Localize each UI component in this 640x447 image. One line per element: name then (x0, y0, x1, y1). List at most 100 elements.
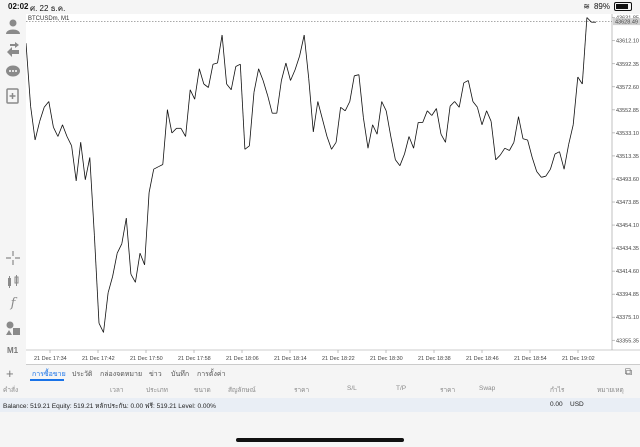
date: ศ. 22 ธ.ค. (30, 4, 66, 13)
trade-icon[interactable] (5, 42, 21, 58)
tab-trade[interactable]: การซื้อขาย (32, 371, 66, 378)
time-tick-label: 21 Dec 17:42 (82, 356, 115, 362)
price-line-segment (125, 218, 132, 275)
account-icon[interactable] (5, 18, 21, 34)
time-tick-label: 21 Dec 18:22 (322, 356, 355, 362)
price-line-segment (541, 175, 546, 178)
chat-icon[interactable] (5, 64, 21, 80)
price-line-segment (139, 253, 145, 265)
price-line-segment (144, 192, 150, 265)
price-line-segment (568, 124, 574, 145)
price-line-segment (53, 127, 59, 137)
price-tick-label: 43533.10 (616, 131, 639, 137)
price-tick-label: 43552.85 (616, 108, 639, 114)
price-line-segment (326, 136, 332, 150)
price-line-segment (427, 110, 433, 116)
time-tick-label: 21 Dec 18:38 (418, 356, 451, 362)
price-line-segment (458, 82, 465, 108)
price-line-segment (390, 136, 396, 160)
status-bar: 02:02 ศ. 22 ธ.ค. ≋ 89% (0, 0, 640, 14)
price-tick-label: 43394.85 (616, 292, 639, 298)
tab-bar: + การซื้อขาย ประวัติ กล่องจดหมาย ข่าว บั… (0, 365, 640, 381)
price-line-segment (171, 128, 177, 134)
crosshair-icon[interactable] (5, 250, 21, 266)
price-line-segment (80, 142, 86, 180)
new-chart-icon[interactable] (5, 88, 21, 104)
timeframe-button[interactable]: M1 (7, 346, 19, 355)
price-line-segment (75, 142, 82, 181)
price-chart[interactable]: BTCUSDm, M1 43631.8543612.1043592.354357… (26, 14, 640, 365)
price-line-segment (449, 101, 455, 107)
wifi-icon: ≋ (583, 2, 590, 11)
price-line-segment (103, 292, 109, 333)
tab-mailbox[interactable]: กล่องจดหมาย (100, 371, 143, 378)
price-line-segment (581, 17, 588, 85)
price-line-segment (545, 168, 551, 177)
current-price-marker (613, 18, 640, 26)
price-line-segment (235, 63, 241, 67)
tab-news[interactable]: ข่าว (149, 371, 162, 378)
price-line-segment (509, 142, 515, 151)
price-line-segment (89, 157, 95, 236)
price-line-segment (167, 109, 173, 134)
price-line-segment (253, 68, 259, 93)
add-icon[interactable]: + (6, 366, 14, 381)
price-line-segment (290, 69, 296, 81)
price-line-segment (454, 101, 460, 108)
price-line-segment (317, 101, 323, 120)
time-tick-label: 21 Dec 17:34 (34, 356, 67, 362)
price-line-segment (522, 138, 528, 141)
price-line-segment (107, 276, 113, 293)
price-line-segment (212, 62, 218, 65)
price-line-segment (189, 89, 196, 100)
price-line-segment (230, 66, 237, 90)
tab-settings[interactable]: การตั้งค่า (197, 371, 226, 378)
symbol-label: BTCUSDm, M1 (28, 16, 70, 22)
toolbox-icon[interactable]: ⧉ (624, 367, 632, 378)
price-line-segment (308, 78, 314, 132)
price-tick-label: 43355.35 (616, 338, 639, 344)
price-line-segment (504, 147, 510, 151)
price-line-segment (431, 108, 437, 116)
indicators-icon[interactable]: f (10, 296, 16, 311)
total-profit: 0.00 (550, 401, 563, 408)
price-line-segment (48, 101, 54, 128)
time-tick-label: 21 Dec 18:14 (274, 356, 307, 362)
price-line-segment (331, 142, 337, 150)
price-line-segment (30, 106, 36, 141)
price-line-segment (335, 107, 341, 143)
header-profit: กำไร (550, 387, 565, 394)
price-line-segment (395, 159, 401, 166)
price-line-segment (422, 110, 428, 123)
price-line-segment (244, 145, 250, 150)
price-line-segment (185, 89, 191, 137)
tab-journal[interactable]: บันทึก (171, 371, 190, 378)
price-tick-label: 43513.35 (616, 154, 639, 160)
price-line-segment (267, 95, 273, 114)
chart-canvas[interactable]: 43631.8543612.1043592.3543572.6043552.85… (26, 14, 640, 364)
price-line-segment (463, 80, 469, 84)
price-line-segment (158, 164, 163, 168)
price-line-segment (262, 80, 269, 96)
battery-icon (614, 2, 632, 11)
chart-type-icon[interactable] (5, 274, 21, 290)
header-order: คำสั่ง (3, 387, 19, 394)
objects-icon[interactable] (5, 320, 21, 336)
price-tick-label: 43454.10 (616, 223, 639, 229)
price-line-segment (98, 323, 104, 333)
price-line-segment (367, 124, 373, 149)
price-line-segment (198, 68, 205, 85)
price-line-segment (381, 101, 387, 111)
home-indicator (236, 438, 404, 442)
price-line-segment (94, 235, 100, 324)
price-line-segment (153, 166, 159, 170)
price-line-segment (226, 83, 232, 91)
price-line-segment (586, 17, 592, 23)
header-tp: T/P (396, 385, 407, 392)
tab-history[interactable]: ประวัติ (72, 371, 93, 378)
price-tick-label: 43414.60 (616, 269, 639, 275)
header-symbol: สัญลักษณ์ (228, 387, 256, 394)
price-line-segment (285, 62, 291, 81)
price-line-segment (477, 107, 483, 125)
price-line-segment (554, 151, 560, 155)
